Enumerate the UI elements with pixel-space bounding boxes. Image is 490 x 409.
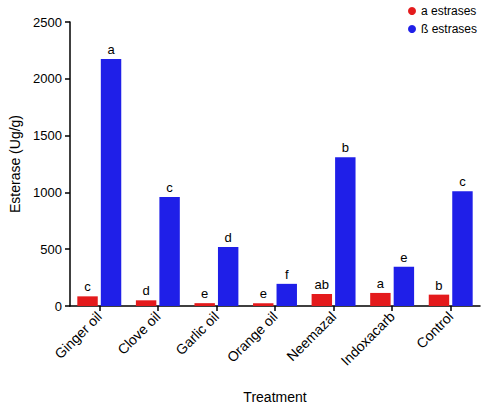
- svg-text:Ginger oil: Ginger oil: [51, 308, 105, 362]
- svg-text:0: 0: [55, 299, 62, 314]
- svg-text:d: d: [142, 283, 149, 298]
- svg-text:a estrases: a estrases: [421, 4, 476, 18]
- svg-text:b: b: [435, 278, 442, 293]
- svg-text:2500: 2500: [33, 15, 62, 30]
- svg-text:Control: Control: [413, 308, 456, 351]
- svg-text:d: d: [225, 230, 232, 245]
- svg-text:e: e: [201, 286, 208, 301]
- svg-text:e: e: [260, 286, 267, 301]
- svg-text:Treatment: Treatment: [243, 389, 306, 405]
- svg-text:Garlic oil: Garlic oil: [172, 308, 222, 358]
- svg-text:c: c: [166, 180, 173, 195]
- svg-text:c: c: [84, 279, 91, 294]
- svg-text:500: 500: [40, 242, 62, 257]
- svg-text:ab: ab: [315, 277, 329, 292]
- svg-text:Orange oil: Orange oil: [224, 308, 281, 365]
- svg-text:Neemazal: Neemazal: [283, 308, 339, 364]
- svg-text:2000: 2000: [33, 71, 62, 86]
- svg-text:e: e: [400, 250, 407, 265]
- svg-text:f: f: [285, 267, 289, 282]
- svg-text:Clove oil: Clove oil: [114, 308, 163, 357]
- svg-text:1500: 1500: [33, 128, 62, 143]
- svg-text:a: a: [107, 42, 115, 57]
- svg-text:Indoxacarb: Indoxacarb: [338, 308, 398, 368]
- svg-text:a: a: [377, 276, 385, 291]
- svg-text:b: b: [342, 140, 349, 155]
- svg-text:c: c: [459, 174, 466, 189]
- svg-text:ß estrases: ß estrases: [421, 22, 477, 36]
- svg-text:Esterase (Ug/g): Esterase (Ug/g): [7, 115, 23, 213]
- svg-text:1000: 1000: [33, 185, 62, 200]
